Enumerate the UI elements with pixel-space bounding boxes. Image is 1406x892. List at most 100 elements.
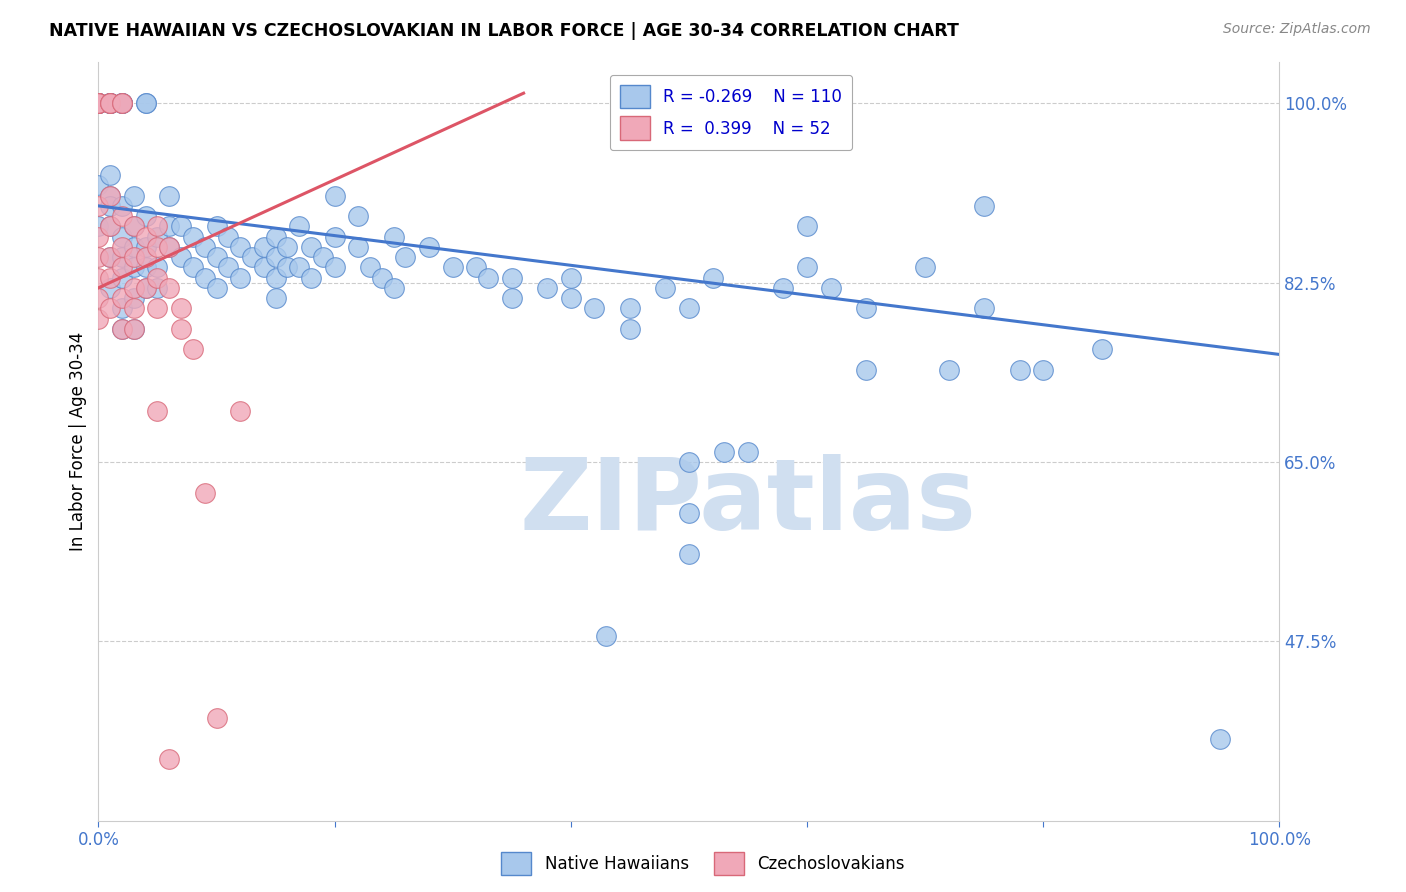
Point: [98, 96, 121, 111]
Point: [111, 291, 134, 305]
Point: [619, 301, 641, 316]
Point: [323, 229, 346, 244]
Point: [713, 444, 735, 458]
Point: [135, 281, 157, 295]
Point: [87, 96, 110, 111]
Point: [465, 260, 488, 275]
Point: [135, 209, 157, 223]
Point: [820, 281, 842, 295]
Point: [146, 240, 169, 254]
Point: [264, 229, 287, 244]
Point: [229, 240, 252, 254]
Point: [111, 199, 134, 213]
Point: [170, 250, 193, 264]
Point: [146, 219, 169, 234]
Point: [87, 96, 110, 111]
Point: [253, 240, 276, 254]
Point: [501, 291, 523, 305]
Point: [737, 444, 759, 458]
Point: [111, 250, 134, 264]
Point: [111, 96, 134, 111]
Point: [157, 240, 180, 254]
Point: [87, 96, 110, 111]
Point: [111, 260, 134, 275]
Point: [111, 96, 134, 111]
Point: [146, 281, 169, 295]
Point: [122, 219, 145, 234]
Point: [1209, 731, 1232, 746]
Point: [181, 229, 204, 244]
Point: [560, 291, 582, 305]
Point: [135, 281, 157, 295]
Point: [678, 301, 700, 316]
Point: [229, 404, 252, 418]
Point: [264, 291, 287, 305]
Point: [87, 270, 110, 285]
Y-axis label: In Labor Force | Age 30-34: In Labor Force | Age 30-34: [69, 332, 87, 551]
Point: [87, 96, 110, 111]
Point: [371, 270, 394, 285]
Point: [98, 96, 121, 111]
Point: [157, 752, 180, 766]
Point: [87, 96, 110, 111]
Point: [87, 96, 110, 111]
Point: [122, 291, 145, 305]
Point: [157, 188, 180, 202]
Point: [135, 96, 157, 111]
Point: [170, 219, 193, 234]
Point: [170, 301, 193, 316]
Point: [98, 188, 121, 202]
Point: [87, 96, 110, 111]
Point: [205, 250, 228, 264]
Point: [87, 250, 110, 264]
Point: [312, 250, 335, 264]
Point: [98, 96, 121, 111]
Point: [678, 506, 700, 520]
Point: [323, 188, 346, 202]
Point: [111, 322, 134, 336]
Point: [87, 96, 110, 111]
Point: [135, 240, 157, 254]
Point: [1032, 363, 1054, 377]
Point: [87, 96, 110, 111]
Point: [359, 260, 381, 275]
Point: [323, 260, 346, 275]
Point: [264, 250, 287, 264]
Point: [98, 270, 121, 285]
Point: [87, 229, 110, 244]
Point: [678, 455, 700, 469]
Point: [194, 270, 217, 285]
Point: [394, 250, 416, 264]
Point: [170, 322, 193, 336]
Point: [122, 301, 145, 316]
Point: [98, 250, 121, 264]
Point: [382, 281, 405, 295]
Point: [98, 301, 121, 316]
Point: [87, 96, 110, 111]
Point: [146, 404, 169, 418]
Point: [583, 301, 606, 316]
Point: [122, 219, 145, 234]
Point: [536, 281, 558, 295]
Point: [276, 240, 298, 254]
Point: [299, 240, 322, 254]
Point: [1008, 363, 1031, 377]
Point: [194, 485, 217, 500]
Point: [122, 240, 145, 254]
Point: [135, 250, 157, 264]
Point: [87, 96, 110, 111]
Point: [146, 270, 169, 285]
Point: [111, 270, 134, 285]
Point: [796, 260, 818, 275]
Point: [264, 270, 287, 285]
Point: [205, 711, 228, 725]
Point: [619, 322, 641, 336]
Point: [98, 96, 121, 111]
Point: [87, 291, 110, 305]
Point: [122, 188, 145, 202]
Point: [122, 250, 145, 264]
Point: [772, 281, 794, 295]
Point: [217, 229, 239, 244]
Point: [146, 260, 169, 275]
Point: [98, 96, 121, 111]
